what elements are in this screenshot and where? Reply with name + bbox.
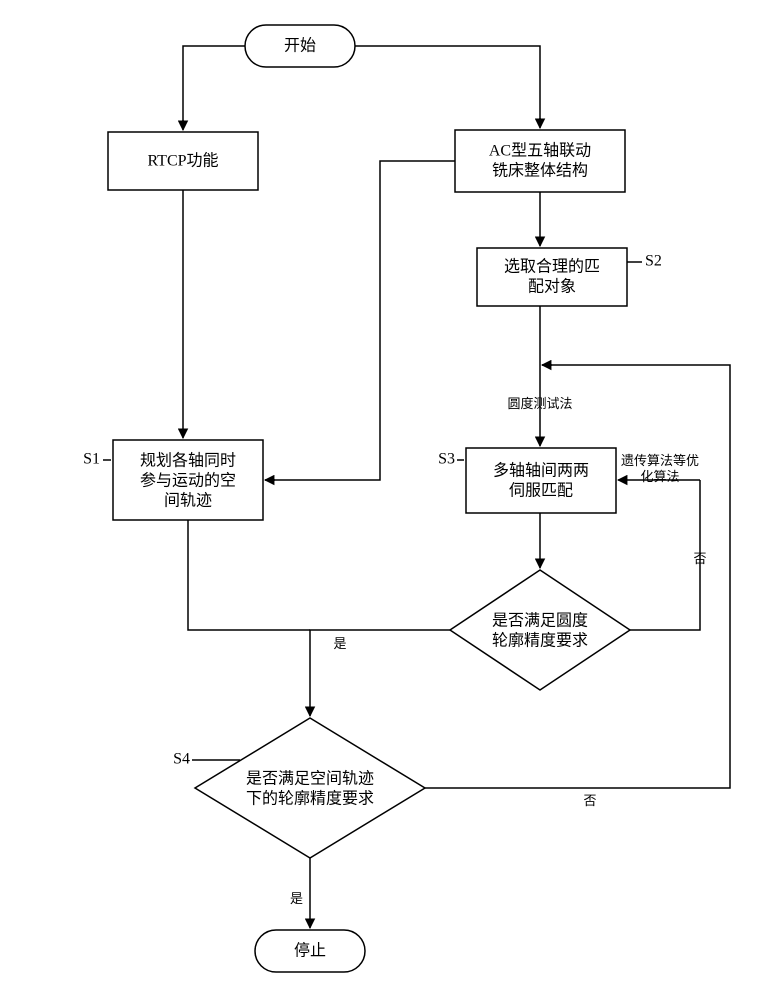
edge-start-ac — [355, 46, 540, 126]
stop-label: 停止 — [294, 942, 326, 960]
d2-no-label: 否 — [583, 793, 596, 808]
ac-label-1: AC型五轴联动 — [489, 142, 591, 160]
edge-d2-no — [425, 365, 730, 788]
traj-label-3: 间轨迹 — [164, 492, 212, 510]
d1-yes-label: 是 — [333, 636, 346, 651]
edge-d1-yes — [310, 630, 450, 715]
d2-label-2: 下的轮廓精度要求 — [246, 790, 374, 808]
ac-node — [455, 130, 625, 192]
s2-label: S2 — [645, 253, 662, 270]
d1-no-label: 否 — [693, 551, 706, 566]
ac-label-2: 铣床整体结构 — [492, 162, 588, 180]
traj-label-1: 规划各轴同时 — [140, 452, 236, 470]
select-label-1: 选取合理的匹 — [504, 258, 600, 276]
s1-label: S1 — [83, 451, 100, 468]
servo-label-2: 伺服匹配 — [509, 482, 573, 500]
edge-traj-down — [188, 520, 310, 630]
d1-node — [450, 570, 630, 690]
edge-start-rtcp — [183, 46, 245, 128]
s4-label: S4 — [173, 751, 190, 768]
select-node — [477, 248, 627, 306]
edge-ac-left — [265, 161, 455, 480]
d2-node — [195, 718, 425, 858]
edge-d1-no — [630, 480, 700, 630]
traj-label-2: 参与运动的空 — [140, 472, 236, 490]
start-label: 开始 — [284, 37, 316, 55]
d2-label-1: 是否满足空间轨迹 — [246, 770, 374, 788]
s3-label: S3 — [438, 451, 455, 468]
d2-yes-label: 是 — [290, 891, 303, 906]
d1-label-2: 轮廓精度要求 — [492, 632, 588, 650]
genetic-label-2: 化算法 — [640, 469, 679, 484]
select-label-2: 配对象 — [528, 278, 576, 296]
rtcp-label: RTCP功能 — [147, 152, 218, 170]
d1-label-1: 是否满足圆度 — [492, 612, 588, 630]
servo-node — [466, 448, 616, 513]
servo-label-1: 多轴轴间两两 — [493, 462, 589, 480]
genetic-label-1: 遗传算法等优 — [621, 453, 699, 468]
circle-test-label: 圆度测试法 — [507, 396, 572, 411]
